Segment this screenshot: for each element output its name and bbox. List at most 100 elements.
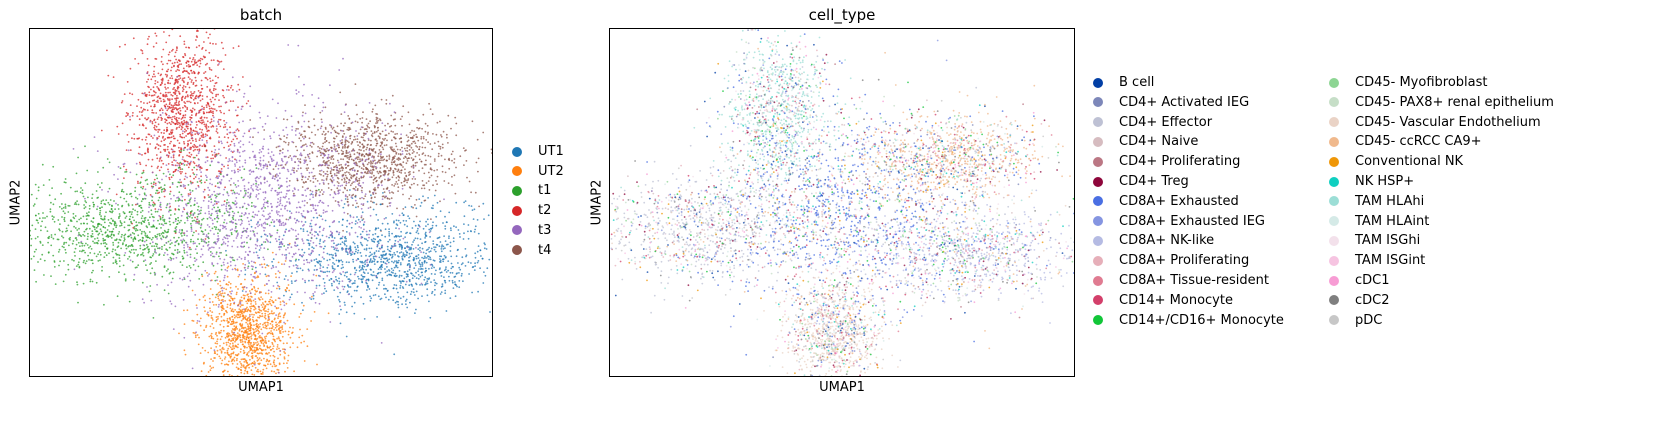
data-point bbox=[193, 72, 196, 75]
data-point bbox=[52, 254, 55, 257]
data-point bbox=[153, 178, 156, 181]
data-point bbox=[391, 146, 393, 148]
data-point bbox=[352, 204, 354, 207]
data-point bbox=[238, 328, 241, 331]
data-point bbox=[357, 275, 359, 278]
data-point bbox=[359, 260, 362, 263]
data-point bbox=[166, 148, 169, 151]
data-point bbox=[407, 111, 410, 114]
data-point bbox=[356, 138, 359, 140]
data-point bbox=[215, 195, 218, 198]
data-point bbox=[231, 330, 233, 332]
data-point bbox=[393, 185, 396, 187]
data-point bbox=[196, 146, 199, 148]
data-point bbox=[144, 232, 147, 235]
data-point bbox=[221, 348, 224, 350]
data-point bbox=[195, 140, 198, 142]
data-point bbox=[120, 101, 123, 104]
data-point bbox=[64, 205, 67, 208]
data-point bbox=[182, 88, 185, 91]
data-point bbox=[278, 327, 280, 330]
data-point bbox=[88, 227, 91, 230]
data-point bbox=[179, 112, 182, 115]
data-point bbox=[141, 52, 144, 55]
data-point bbox=[340, 122, 342, 125]
data-point bbox=[348, 158, 351, 161]
data-point bbox=[169, 214, 172, 216]
data-point bbox=[412, 259, 415, 262]
data-point bbox=[216, 175, 218, 178]
data-point bbox=[349, 286, 352, 288]
data-point bbox=[393, 266, 396, 269]
data-point bbox=[341, 139, 343, 141]
data-point bbox=[123, 93, 126, 95]
data-point bbox=[219, 348, 222, 351]
data-point bbox=[154, 80, 157, 82]
data-point bbox=[136, 224, 139, 227]
data-point bbox=[312, 175, 315, 178]
data-point bbox=[430, 281, 432, 283]
data-point bbox=[412, 274, 414, 277]
data-point bbox=[227, 164, 229, 167]
data-point bbox=[423, 278, 426, 281]
data-point bbox=[479, 267, 481, 270]
data-point bbox=[224, 300, 227, 302]
data-point bbox=[104, 226, 107, 229]
data-point bbox=[433, 266, 435, 269]
data-point bbox=[159, 109, 161, 112]
data-point bbox=[397, 179, 400, 182]
data-point bbox=[91, 271, 93, 274]
data-point bbox=[164, 95, 167, 98]
data-point bbox=[385, 257, 388, 260]
data-point bbox=[282, 118, 285, 121]
data-point bbox=[358, 148, 361, 151]
data-point bbox=[201, 105, 204, 108]
data-point bbox=[333, 140, 335, 143]
data-point bbox=[173, 104, 176, 106]
data-point bbox=[202, 121, 205, 123]
data-point bbox=[210, 335, 213, 338]
data-point bbox=[178, 251, 181, 253]
data-point bbox=[161, 188, 164, 191]
data-point bbox=[246, 323, 249, 325]
data-point bbox=[417, 277, 420, 280]
data-point bbox=[388, 154, 391, 157]
data-point bbox=[171, 77, 174, 80]
data-point bbox=[62, 206, 65, 209]
data-point bbox=[344, 198, 347, 200]
data-point bbox=[92, 221, 94, 224]
data-point bbox=[365, 172, 368, 175]
data-point bbox=[155, 154, 158, 156]
data-point bbox=[371, 253, 373, 256]
data-point bbox=[204, 71, 207, 73]
data-point bbox=[330, 158, 333, 160]
data-point bbox=[98, 213, 101, 216]
data-point bbox=[433, 194, 436, 197]
data-point bbox=[168, 220, 171, 223]
data-point bbox=[267, 314, 270, 316]
data-point bbox=[125, 193, 128, 196]
data-point bbox=[156, 143, 158, 146]
data-point bbox=[442, 222, 444, 224]
data-point bbox=[366, 163, 369, 166]
data-point bbox=[159, 145, 162, 147]
data-point bbox=[176, 248, 179, 251]
data-point bbox=[180, 125, 183, 128]
data-point bbox=[229, 126, 231, 129]
data-point bbox=[218, 255, 220, 258]
data-point bbox=[176, 81, 179, 84]
data-point bbox=[267, 310, 269, 313]
data-point bbox=[386, 266, 388, 268]
data-point bbox=[163, 132, 165, 134]
data-point bbox=[333, 173, 336, 175]
data-point bbox=[388, 192, 391, 194]
data-point bbox=[396, 163, 399, 166]
data-point bbox=[374, 104, 377, 107]
data-point bbox=[406, 251, 408, 254]
data-point bbox=[136, 229, 139, 232]
data-point bbox=[345, 240, 348, 242]
data-point bbox=[102, 199, 105, 202]
data-point bbox=[96, 241, 99, 244]
data-point bbox=[362, 261, 364, 264]
data-point bbox=[162, 162, 165, 165]
